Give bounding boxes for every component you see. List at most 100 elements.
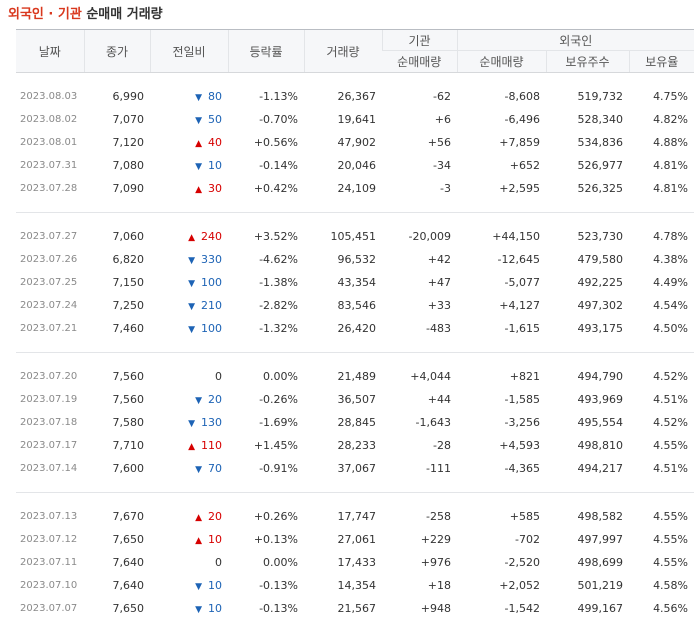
change-value: 30 <box>208 182 222 195</box>
holdings-cell: 492,225 <box>546 271 629 294</box>
institution-net-cell: +44 <box>382 388 457 411</box>
change-cell: ▼10 <box>150 154 228 177</box>
holding-ratio-cell: 4.88% <box>629 131 694 154</box>
change-value: 10 <box>208 533 222 546</box>
institution-net-cell: -258 <box>382 505 457 528</box>
change-value: 40 <box>208 136 222 149</box>
close-cell: 7,560 <box>84 365 150 388</box>
institution-net-cell: -1,643 <box>382 411 457 434</box>
foreigner-net-cell: -2,520 <box>457 551 546 574</box>
close-cell: 6,990 <box>84 85 150 108</box>
rate-cell: -0.91% <box>228 457 304 480</box>
institution-net-cell: -20,009 <box>382 225 457 248</box>
rate-cell: +0.26% <box>228 505 304 528</box>
close-cell: 7,090 <box>84 177 150 200</box>
trading-table: 날짜 종가 전일비 등락률 거래량 기관 외국인 순매매량 순매매량 보유주수 … <box>16 29 694 632</box>
close-cell: 7,560 <box>84 388 150 411</box>
close-cell: 7,580 <box>84 411 150 434</box>
change-cell: ▼100 <box>150 271 228 294</box>
change-cell: ▼80 <box>150 85 228 108</box>
triangle-down-icon: ▼ <box>188 256 195 266</box>
holdings-cell: 498,699 <box>546 551 629 574</box>
foreigner-net-cell: +7,859 <box>457 131 546 154</box>
volume-cell: 24,109 <box>304 177 382 200</box>
date-cell: 2023.07.25 <box>16 271 84 294</box>
rate-cell: 0.00% <box>228 365 304 388</box>
volume-cell: 28,233 <box>304 434 382 457</box>
triangle-down-icon: ▼ <box>195 465 202 475</box>
date-cell: 2023.07.11 <box>16 551 84 574</box>
institution-net-cell: +42 <box>382 248 457 271</box>
holding-ratio-cell: 4.56% <box>629 597 694 620</box>
change-cell: ▼50 <box>150 108 228 131</box>
holdings-cell: 498,810 <box>546 434 629 457</box>
holdings-cell: 528,340 <box>546 108 629 131</box>
change-cell: ▼70 <box>150 457 228 480</box>
triangle-down-icon: ▼ <box>195 162 202 172</box>
rate-cell: -2.82% <box>228 294 304 317</box>
close-cell: 7,080 <box>84 154 150 177</box>
holding-ratio-cell: 4.52% <box>629 411 694 434</box>
volume-cell: 26,420 <box>304 317 382 340</box>
volume-cell: 21,567 <box>304 597 382 620</box>
change-cell: ▼130 <box>150 411 228 434</box>
rate-cell: +1.45% <box>228 434 304 457</box>
institution-net-cell: +47 <box>382 271 457 294</box>
foreigner-net-cell: +2,052 <box>457 574 546 597</box>
title-separator: · <box>44 7 58 22</box>
change-cell: ▲20 <box>150 505 228 528</box>
date-cell: 2023.07.18 <box>16 411 84 434</box>
header-close: 종가 <box>84 30 150 73</box>
date-cell: 2023.07.21 <box>16 317 84 340</box>
volume-cell: 19,641 <box>304 108 382 131</box>
date-cell: 2023.08.03 <box>16 85 84 108</box>
institution-net-cell: +948 <box>382 597 457 620</box>
close-cell: 7,600 <box>84 457 150 480</box>
holding-ratio-cell: 4.50% <box>629 317 694 340</box>
change-value: 110 <box>201 439 222 452</box>
holding-ratio-cell: 4.55% <box>629 551 694 574</box>
date-cell: 2023.07.07 <box>16 597 84 620</box>
close-cell: 7,070 <box>84 108 150 131</box>
triangle-up-icon: ▲ <box>195 536 202 546</box>
foreigner-net-cell: -12,645 <box>457 248 546 271</box>
date-cell: 2023.07.14 <box>16 457 84 480</box>
holding-ratio-cell: 4.38% <box>629 248 694 271</box>
rate-cell: -1.32% <box>228 317 304 340</box>
triangle-down-icon: ▼ <box>195 582 202 592</box>
institution-net-cell: -28 <box>382 434 457 457</box>
foreigner-net-cell: -1,542 <box>457 597 546 620</box>
triangle-up-icon: ▲ <box>188 233 195 243</box>
change-value: 210 <box>201 299 222 312</box>
volume-cell: 26,367 <box>304 85 382 108</box>
holding-ratio-cell: 4.51% <box>629 388 694 411</box>
header-institution-group: 기관 <box>382 30 457 51</box>
foreigner-net-cell: +821 <box>457 365 546 388</box>
change-value: 100 <box>201 322 222 335</box>
rate-cell: 0.00% <box>228 551 304 574</box>
change-cell: ▼10 <box>150 597 228 620</box>
holdings-cell: 497,302 <box>546 294 629 317</box>
institution-net-cell: +18 <box>382 574 457 597</box>
title-foreigner: 외국인 <box>8 7 44 22</box>
foreigner-net-cell: -6,496 <box>457 108 546 131</box>
change-value: 100 <box>201 276 222 289</box>
triangle-up-icon: ▲ <box>188 442 195 452</box>
change-value: 10 <box>208 579 222 592</box>
date-cell: 2023.07.26 <box>16 248 84 271</box>
title-net-trade-volume: 순매매 거래량 <box>86 7 162 22</box>
rate-cell: -4.62% <box>228 248 304 271</box>
change-value: 20 <box>208 393 222 406</box>
close-cell: 6,820 <box>84 248 150 271</box>
triangle-down-icon: ▼ <box>195 116 202 126</box>
foreigner-net-cell: -1,615 <box>457 317 546 340</box>
